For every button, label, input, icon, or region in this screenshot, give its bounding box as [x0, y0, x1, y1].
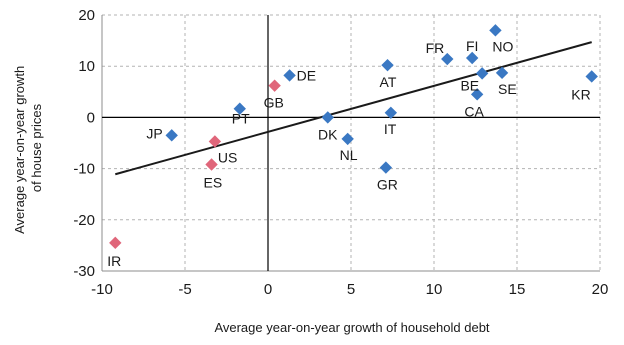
point-us [208, 135, 222, 148]
label-gb: GB [264, 95, 284, 111]
x-tick-label: 15 [509, 281, 526, 298]
y-axis-title-line-1: Average year-on-year growth [12, 66, 27, 234]
label-fi: FI [466, 38, 478, 54]
label-gr: GR [377, 177, 398, 193]
x-axis-title: Average year-on-year growth of household… [214, 320, 489, 335]
label-ir: IR [107, 253, 121, 269]
point-gr [379, 161, 393, 174]
y-tick-label: -30 [73, 263, 95, 280]
tick-labels: -10 -5 0 5 10 15 20 -30 -20 -10 0 10 20 [73, 7, 608, 298]
point-fr [441, 52, 454, 66]
x-tick-label: 10 [426, 281, 443, 298]
y-tick-label: 10 [78, 58, 95, 75]
y-tick-label: 20 [78, 7, 95, 24]
label-at: AT [380, 74, 397, 90]
point-fi [465, 51, 479, 65]
x-tick-label: -5 [178, 281, 191, 298]
trendline [115, 41, 592, 176]
label-se: SE [498, 81, 517, 97]
point-es [205, 158, 218, 171]
point-jp [165, 129, 178, 142]
axes [101, 15, 600, 272]
label-ca: CA [464, 103, 484, 119]
point-be [475, 67, 489, 80]
label-fr: FR [426, 40, 445, 56]
y-tick-label: -10 [73, 161, 95, 178]
point-kr [585, 70, 598, 83]
data-points [109, 24, 598, 250]
label-kr: KR [571, 86, 590, 102]
trendline-group [115, 41, 592, 176]
point-pt [233, 102, 246, 115]
point-de [283, 69, 296, 82]
point-ir [109, 236, 122, 250]
label-be: BE [460, 77, 479, 93]
gridlines [102, 14, 601, 271]
point-nl [341, 132, 354, 146]
label-es: ES [204, 175, 223, 191]
point-at [381, 58, 394, 72]
x-tick-label: 20 [592, 281, 609, 298]
label-pt: PT [232, 111, 250, 127]
point-dk [321, 111, 334, 124]
label-jp: JP [146, 125, 162, 141]
point-se [495, 66, 509, 80]
y-axis-title: Average year-on-year growth of house pri… [12, 62, 44, 234]
label-it: IT [384, 121, 397, 137]
point-no [489, 24, 502, 37]
point-ca [470, 88, 484, 101]
x-tick-label: -10 [91, 281, 113, 298]
label-no: NO [492, 38, 513, 54]
y-tick-label: -20 [73, 212, 95, 229]
label-nl: NL [340, 147, 358, 163]
point-it [384, 106, 398, 119]
point-gb [268, 79, 281, 92]
label-dk: DK [318, 126, 338, 142]
y-axis-title-line-2: of house prices [29, 103, 44, 192]
y-tick-label: 0 [87, 109, 95, 126]
label-de: DE [297, 67, 316, 83]
label-us: US [218, 149, 237, 165]
x-tick-label: 5 [347, 281, 355, 298]
x-tick-label: 0 [264, 281, 272, 298]
